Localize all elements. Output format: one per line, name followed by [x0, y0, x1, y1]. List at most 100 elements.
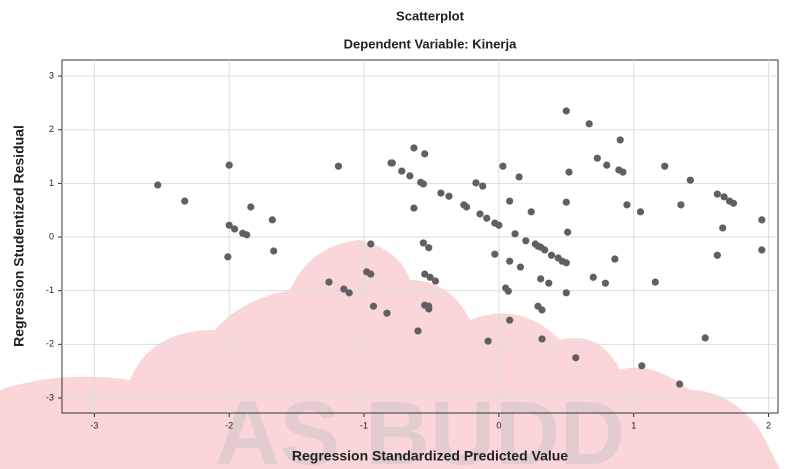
point: [154, 181, 162, 189]
point: [545, 279, 553, 287]
point: [270, 247, 278, 255]
y-axis-title: Regression Studentized Residual: [11, 125, 27, 347]
point: [713, 251, 721, 259]
point: [562, 198, 570, 206]
point: [406, 172, 414, 180]
point: [484, 337, 492, 345]
point: [462, 203, 471, 211]
point: [527, 208, 535, 216]
point: [410, 204, 418, 212]
point: [516, 263, 525, 271]
point: [224, 253, 232, 261]
x-tick-label: 2: [766, 420, 771, 430]
point: [562, 259, 570, 267]
point: [720, 193, 728, 201]
point: [479, 182, 487, 190]
point: [472, 179, 480, 187]
watermark-shape: [0, 240, 780, 469]
x-tick-label: 1: [631, 420, 636, 430]
y-tick-label: 2: [49, 124, 54, 134]
point: [504, 287, 512, 295]
point: [495, 221, 503, 229]
point: [511, 230, 519, 238]
point: [445, 192, 453, 200]
chart-title: Scatterplot: [396, 8, 465, 23]
point: [677, 201, 685, 209]
point: [437, 189, 445, 197]
point: [483, 214, 491, 222]
point: [426, 273, 434, 281]
point: [515, 173, 523, 181]
point: [538, 335, 546, 343]
point: [410, 144, 418, 152]
point: [419, 180, 427, 188]
point: [619, 168, 627, 176]
point: [506, 316, 514, 324]
point: [701, 334, 709, 342]
point: [367, 240, 375, 248]
point: [225, 161, 233, 169]
point: [585, 120, 593, 128]
point: [538, 306, 546, 314]
point: [369, 302, 378, 310]
point: [593, 154, 601, 162]
point: [638, 362, 646, 370]
point: [476, 210, 484, 218]
point: [425, 305, 433, 313]
point: [431, 277, 440, 285]
point: [562, 289, 570, 297]
x-tick-label: -3: [90, 420, 98, 430]
point: [230, 225, 239, 233]
point: [522, 237, 530, 245]
point: [623, 201, 631, 209]
point: [247, 203, 255, 211]
point: [611, 255, 619, 263]
point: [562, 107, 570, 115]
point: [686, 176, 694, 184]
point: [661, 162, 669, 170]
point: [243, 231, 251, 239]
point: [425, 244, 433, 252]
y-tick-label: 0: [49, 231, 54, 241]
point: [398, 167, 406, 175]
point: [589, 273, 597, 281]
x-tick-label: -2: [225, 420, 233, 430]
point: [499, 162, 507, 170]
point: [325, 278, 333, 286]
point: [506, 257, 514, 265]
point: [713, 190, 721, 198]
point: [601, 279, 610, 287]
point: [506, 197, 514, 205]
point: [541, 246, 549, 254]
chart-subtitle: Dependent Variable: Kinerja: [344, 36, 517, 51]
point: [414, 327, 422, 335]
x-axis-title: Regression Standardized Predicted Value: [292, 448, 568, 464]
point: [388, 159, 396, 167]
point: [383, 309, 391, 317]
point: [719, 224, 727, 232]
point: [421, 270, 429, 278]
y-tick-label: 3: [49, 70, 54, 80]
y-tick-label: 1: [49, 178, 54, 188]
y-tick-label: -3: [46, 392, 54, 402]
point: [268, 216, 276, 224]
y-tick-label: -1: [46, 285, 54, 295]
point: [564, 228, 572, 236]
x-tick-label: 0: [496, 420, 501, 430]
point: [547, 251, 556, 259]
point: [419, 239, 427, 247]
point: [758, 246, 766, 254]
point: [651, 278, 659, 286]
point: [345, 289, 353, 297]
point: [565, 168, 573, 176]
point: [340, 285, 348, 293]
point: [225, 221, 233, 229]
plot-frame: [61, 59, 779, 414]
point: [616, 136, 624, 144]
point: [636, 208, 645, 216]
x-tick-label: -1: [360, 420, 368, 430]
point: [603, 161, 611, 169]
point: [537, 275, 545, 283]
y-tick-label: -2: [46, 339, 54, 349]
